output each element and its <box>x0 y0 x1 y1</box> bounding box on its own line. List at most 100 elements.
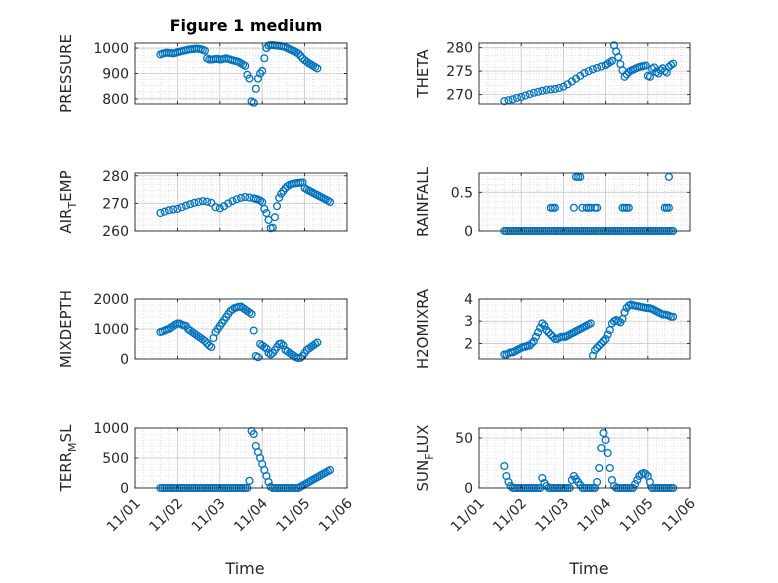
data-point <box>311 339 320 349</box>
data-point <box>253 353 263 362</box>
ylabel-air-temp: AIRTEMP <box>57 170 79 233</box>
data-point <box>200 336 210 346</box>
data-point <box>207 198 216 207</box>
data-point <box>669 59 678 68</box>
axes-sun-flux: 11/01 11/02 11/03 11/04 11/05 11/06 0 50 SUNFLUX <box>414 425 699 536</box>
data-point <box>207 342 216 352</box>
data-point <box>593 63 602 72</box>
x-tick-label: 11/01 <box>104 496 144 536</box>
data-point <box>241 61 250 70</box>
data-point <box>633 475 642 485</box>
ylabel-sub: T <box>66 202 79 210</box>
data-point <box>538 473 547 483</box>
data-point <box>624 68 633 77</box>
data-point <box>169 205 178 214</box>
y-tick-label: 50 <box>455 431 473 447</box>
data-point <box>550 203 560 212</box>
data-point <box>580 68 589 78</box>
data-point <box>198 197 207 206</box>
data-point <box>264 348 273 358</box>
data-point <box>546 85 555 94</box>
data-point <box>597 339 606 348</box>
data-point <box>542 85 551 94</box>
axes-theta: 270 275 280 THETA <box>414 41 691 106</box>
data-point <box>205 341 214 350</box>
data-point <box>251 84 260 93</box>
x-tick-label: 11/05 <box>617 496 657 536</box>
y-tick-label: 0 <box>464 224 473 240</box>
data-point <box>164 206 173 215</box>
x-tick-label: 11/04 <box>575 495 615 535</box>
data-point <box>652 68 661 77</box>
x-tick-label: 11/06 <box>659 495 699 535</box>
data-point <box>260 342 269 352</box>
data-point <box>200 46 210 55</box>
data-point <box>595 463 604 473</box>
data-point <box>294 49 303 58</box>
data-point <box>584 67 593 76</box>
axes-h2omixra: 2 3 4 H2OMIXRA <box>414 288 691 369</box>
y-tick-label: 500 <box>102 451 129 467</box>
data-point <box>181 201 190 210</box>
data-point <box>664 172 673 181</box>
data-point <box>272 202 282 211</box>
ylabel-sun-flux: SUNFLUX <box>414 425 436 492</box>
xlabel-left: Time <box>224 559 264 578</box>
data-point <box>538 319 547 328</box>
y-tick-label: 0 <box>464 481 473 497</box>
data-point <box>258 66 267 76</box>
data-point <box>325 465 335 475</box>
axes-pressure: 800 900 1000 PRESSURE <box>57 34 348 113</box>
data-point <box>605 58 614 67</box>
data-point <box>529 337 538 346</box>
data-point <box>555 83 564 93</box>
data-point <box>544 328 553 337</box>
data-point <box>588 65 597 74</box>
data-point <box>260 204 269 213</box>
data-point <box>266 350 275 359</box>
ylabel-h2omixra: H2OMIXRA <box>414 288 432 369</box>
data-point <box>194 197 203 207</box>
data-point <box>249 98 258 107</box>
y-tick-label: 0 <box>120 352 129 368</box>
ylabel-mixdepth: MIXDEPTH <box>57 290 75 368</box>
x-tick-label: 11/05 <box>274 496 314 536</box>
data-point <box>325 197 335 207</box>
ylabel-base: H2OMIXRA <box>414 288 432 369</box>
y-tick-label: 280 <box>446 41 473 57</box>
data-point <box>590 346 600 355</box>
ylabel-rest: EMP <box>57 170 75 201</box>
ylabel-base: RAINFALL <box>414 166 432 237</box>
data-point <box>593 343 602 352</box>
data-point <box>540 321 549 330</box>
data-point <box>500 461 509 471</box>
y-tick-label: 270 <box>102 196 129 212</box>
ylabel-terr-msl: TERRMSL <box>57 424 79 493</box>
data-point <box>546 330 555 339</box>
data-point <box>224 199 233 208</box>
ylabel-base: THETA <box>414 49 432 99</box>
y-tick-label: 800 <box>102 92 129 108</box>
data-point <box>313 64 322 73</box>
data-point <box>262 208 271 218</box>
data-point <box>228 197 237 206</box>
data-point <box>669 312 678 321</box>
data-point <box>245 74 254 83</box>
data-point <box>550 84 560 94</box>
data-point <box>279 341 288 350</box>
data-point <box>666 61 676 70</box>
data-point <box>270 213 279 222</box>
data-point <box>660 67 669 76</box>
data-point <box>232 195 241 204</box>
data-point <box>595 341 604 350</box>
y-tick-label: 1000 <box>93 41 129 57</box>
data-point <box>599 337 608 346</box>
data-point <box>313 338 322 347</box>
y-tick-label: 1000 <box>93 421 129 437</box>
ylabel-sub: M <box>66 442 79 452</box>
data-point <box>275 193 284 202</box>
data-point <box>531 332 541 341</box>
y-tick-label: 0 <box>120 481 129 497</box>
x-tick-label: 11/04 <box>231 495 271 535</box>
data-point <box>211 203 220 212</box>
